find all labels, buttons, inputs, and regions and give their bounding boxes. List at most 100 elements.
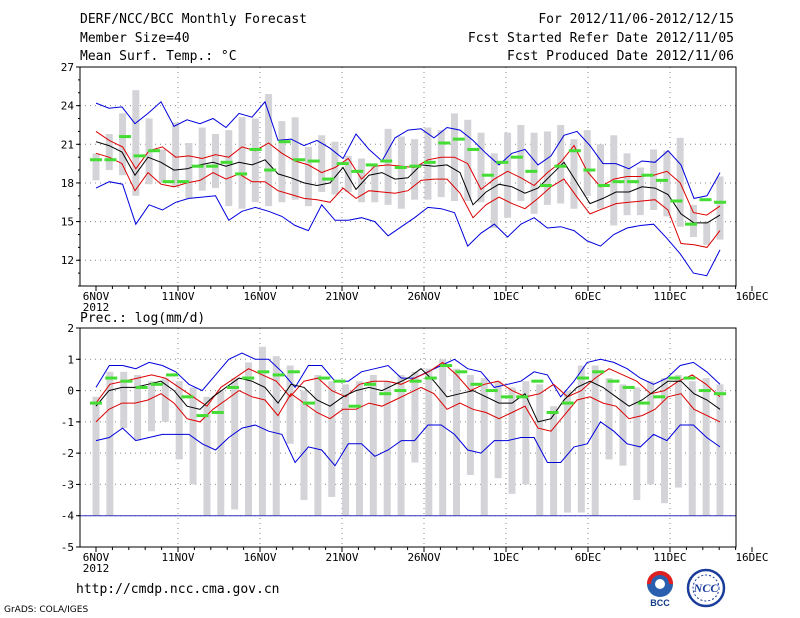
temp-member-bar [198, 127, 206, 191]
temp-member-bar [371, 166, 379, 203]
prec-member-bar [661, 378, 669, 504]
prec-member-bar [702, 378, 710, 516]
temp-obs-marker [597, 184, 610, 188]
temp-member-bar [716, 176, 724, 240]
temp-obs-marker [365, 163, 378, 167]
temp-xtick-label: 11DEC [653, 290, 686, 303]
temp-obs-marker [670, 199, 683, 203]
prec-ytick-label: 2 [67, 322, 74, 335]
variable-label: Mean Surf. Temp.: °C [80, 49, 237, 64]
temp-member-bar [543, 131, 551, 205]
temp-obs-marker [380, 159, 393, 163]
refer-date: Fcst Started Refer Date 2012/11/05 [467, 31, 734, 46]
temp-obs-marker [612, 180, 625, 184]
prec-xtick-label: 16DEC [735, 551, 768, 564]
temp-obs-marker [684, 222, 697, 226]
temp-member-bar [318, 135, 326, 192]
member-size-label: Member Size=40 [80, 31, 190, 46]
prec-member-bar [189, 387, 197, 485]
prec-member-bar [92, 396, 100, 516]
temp-member-bar [411, 139, 419, 200]
prec-member-bar [355, 381, 363, 516]
temp-obs-marker [322, 177, 335, 181]
prec-member-bar [300, 390, 308, 501]
prec-ytick-label: 1 [67, 353, 74, 366]
source-url[interactable]: http://cmdp.ncc.cma.gov.cn [76, 582, 280, 597]
temp-member-bar [570, 139, 578, 209]
prec-xtick-label: 11DEC [653, 551, 686, 564]
prec-member-bar [480, 378, 488, 516]
temp-member-bar [397, 136, 405, 209]
prec-member-bar [425, 368, 433, 516]
prec-obs-marker [409, 379, 422, 383]
temp-xtick-label: 16NOV [243, 290, 276, 303]
prec-ytick-label: -4 [61, 510, 75, 523]
temp-member-bar [358, 158, 366, 203]
prec-member-bar [674, 374, 682, 488]
prec-obs-marker [698, 389, 711, 393]
prec-member-bar [286, 365, 294, 444]
temp-obs-marker [699, 198, 712, 202]
prec-obs-marker [546, 410, 559, 414]
chart-title: DERF/NCC/BCC Monthly Forecast [80, 12, 307, 27]
temp-line-max [95, 100, 721, 199]
temp-member-bar [636, 167, 644, 216]
temp-member-bar [504, 132, 512, 218]
produced-date: Fcst Produced Date 2012/11/06 [507, 49, 734, 64]
prec-ytick-label: -1 [61, 416, 74, 429]
prec-member-bar [563, 390, 571, 513]
prec-obs-marker [653, 395, 666, 399]
prec-obs-marker [363, 382, 376, 386]
temp-ytick-label: 21 [61, 138, 74, 151]
temp-member-bar [490, 153, 498, 229]
temp-member-bar [105, 133, 113, 171]
temp-ytick-label: 18 [61, 177, 74, 190]
temp-obs-marker [510, 155, 523, 159]
prec-obs-marker [348, 404, 361, 408]
prec-ytick-label: -5 [61, 541, 74, 554]
temp-member-bar [689, 204, 697, 238]
temp-obs-marker [336, 162, 349, 166]
prec-obs-marker [577, 376, 590, 380]
prec-ytick-label: -3 [61, 478, 74, 491]
prec-member-bar [328, 381, 336, 497]
temp-member-bar [158, 149, 166, 183]
prec-member-bar [245, 362, 253, 516]
temp-line-lower [95, 152, 721, 248]
temp-obs-marker [525, 169, 538, 173]
prec-obs-marker [470, 382, 483, 386]
prec-member-bar [550, 406, 558, 516]
temp-obs-marker [119, 135, 132, 139]
prec-line-min [95, 421, 721, 467]
temp-line-min [95, 181, 721, 277]
temp-obs-marker [293, 158, 306, 162]
prec-member-bar [203, 396, 211, 516]
bcc-logo-icon: BCC [647, 571, 673, 608]
temp-obs-marker [90, 158, 102, 162]
temp-obs-marker [104, 158, 117, 162]
temp-obs-marker [539, 184, 552, 188]
prec-xtick-year: 2012 [83, 562, 110, 575]
prec-obs-marker [424, 376, 437, 380]
temp-xtick-year: 2012 [83, 301, 110, 314]
temp-obs-marker [467, 147, 480, 151]
prec-line-mean [95, 368, 721, 423]
prec-obs-marker [318, 376, 331, 380]
prec-xtick-label: 1DEC [493, 551, 520, 564]
prec-obs-marker [166, 373, 179, 377]
prec-xtick-label: 16NOV [243, 551, 276, 564]
temp-member-bar [557, 124, 565, 204]
prec-obs-marker [211, 410, 224, 414]
prec-obs-marker [287, 370, 300, 374]
prec-obs-marker [516, 395, 529, 399]
prec-axis-label: Prec.: log(mm/d) [80, 311, 205, 326]
prec-obs-marker [683, 376, 696, 380]
bcc-logo-text: BCC [650, 598, 670, 608]
temp-obs-marker [162, 180, 175, 184]
temp-member-bar [583, 130, 591, 196]
prec-member-bar [466, 374, 474, 476]
temp-obs-marker [655, 178, 668, 182]
temp-member-bar [92, 153, 100, 181]
prec-xtick-label: 26NOV [407, 551, 440, 564]
